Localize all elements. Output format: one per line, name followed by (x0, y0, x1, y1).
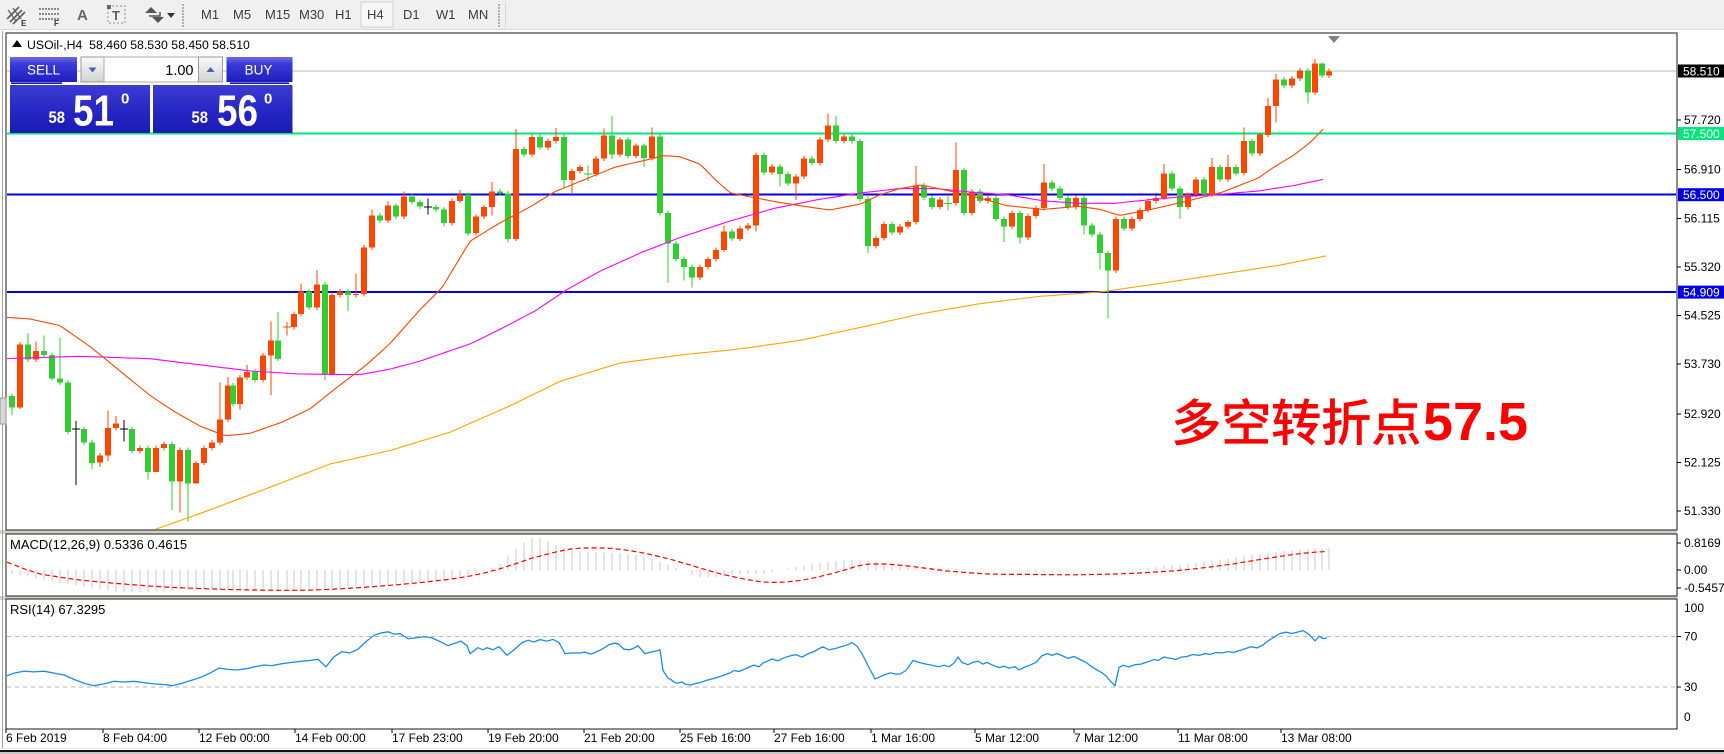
svg-text:RSI(14) 67.3295: RSI(14) 67.3295 (10, 602, 105, 617)
svg-text:25 Feb 16:00: 25 Feb 16:00 (680, 731, 751, 745)
svg-text:55.320: 55.320 (1684, 260, 1721, 274)
svg-text:5 Mar 12:00: 5 Mar 12:00 (975, 731, 1039, 745)
svg-text:7 Mar 12:00: 7 Mar 12:00 (1074, 731, 1138, 745)
svg-text:56.910: 56.910 (1684, 163, 1721, 177)
svg-text:52.920: 52.920 (1684, 407, 1721, 421)
svg-text:58: 58 (192, 108, 209, 127)
svg-text:53.730: 53.730 (1684, 357, 1721, 371)
svg-text:11 Mar 08:00: 11 Mar 08:00 (1178, 731, 1248, 745)
svg-text:M5: M5 (233, 7, 251, 22)
svg-text:T: T (112, 8, 120, 23)
svg-text:57.5: 57.5 (1423, 392, 1528, 452)
svg-text:SELL: SELL (27, 63, 61, 78)
svg-text:70: 70 (1684, 630, 1698, 644)
svg-text:M15: M15 (265, 7, 290, 22)
svg-text:A: A (77, 7, 88, 24)
svg-text:M1: M1 (201, 7, 219, 22)
svg-text:-0.5457: -0.5457 (1684, 581, 1724, 595)
svg-text:8 Feb 04:00: 8 Feb 04:00 (103, 731, 167, 745)
svg-text:30: 30 (1684, 680, 1698, 694)
svg-text:6 Feb 2019: 6 Feb 2019 (6, 731, 67, 745)
svg-text:0: 0 (264, 91, 272, 108)
svg-text:1.00: 1.00 (165, 63, 193, 79)
svg-text:E: E (21, 19, 27, 28)
svg-text:M30: M30 (299, 7, 324, 22)
svg-text:58.510: 58.510 (1683, 65, 1720, 79)
svg-text:MN: MN (468, 7, 488, 22)
svg-text:51: 51 (73, 87, 114, 136)
svg-text:51.330: 51.330 (1684, 504, 1721, 518)
svg-text:MACD(12,26,9) 0.5336 0.4615: MACD(12,26,9) 0.5336 0.4615 (10, 537, 187, 552)
svg-text:54.525: 54.525 (1684, 309, 1721, 323)
svg-text:1 Mar 16:00: 1 Mar 16:00 (871, 731, 935, 745)
svg-text:12 Feb 00:00: 12 Feb 00:00 (199, 731, 270, 745)
svg-text:0: 0 (1684, 710, 1691, 724)
svg-text:27 Feb 16:00: 27 Feb 16:00 (774, 731, 845, 745)
svg-text:USOil-,H4 58.460 58.530 58.45: USOil-,H4 58.460 58.530 58.450 58.510 (27, 38, 250, 52)
svg-text:W1: W1 (436, 7, 456, 22)
svg-text:17 Feb 23:00: 17 Feb 23:00 (392, 731, 463, 745)
svg-text:13 Mar 08:00: 13 Mar 08:00 (1281, 731, 1352, 745)
svg-text:0.8169: 0.8169 (1684, 536, 1721, 550)
svg-text:D1: D1 (403, 7, 420, 22)
svg-text:BUY: BUY (245, 63, 273, 78)
svg-text:14 Feb 00:00: 14 Feb 00:00 (295, 731, 366, 745)
svg-text:58: 58 (49, 108, 66, 127)
svg-text:57.500: 57.500 (1683, 127, 1720, 141)
svg-text:H1: H1 (335, 7, 352, 22)
svg-text:19 Feb 20:00: 19 Feb 20:00 (488, 731, 559, 745)
svg-text:100: 100 (1684, 601, 1704, 615)
svg-text:56.115: 56.115 (1684, 211, 1720, 225)
svg-text:F: F (54, 19, 59, 28)
svg-text:0.00: 0.00 (1684, 563, 1708, 577)
svg-text:52.125: 52.125 (1684, 455, 1721, 469)
svg-text:54.909: 54.909 (1683, 286, 1720, 300)
svg-text:56.500: 56.500 (1683, 188, 1720, 202)
svg-text:21 Feb 20:00: 21 Feb 20:00 (584, 731, 655, 745)
svg-text:56: 56 (217, 87, 258, 136)
svg-text:0: 0 (121, 91, 129, 108)
svg-text:H4: H4 (367, 7, 384, 22)
svg-text:57.720: 57.720 (1684, 113, 1721, 127)
